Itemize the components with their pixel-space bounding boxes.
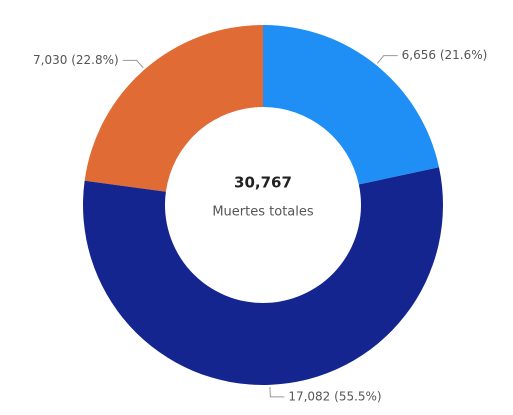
data-label: 7,030 (22.8%) [33, 53, 119, 67]
donut-slice [82, 167, 443, 385]
donut-slice [84, 25, 263, 192]
donut-slice [263, 25, 439, 185]
center-value: 30,767 [234, 174, 292, 192]
leader-line [122, 59, 144, 69]
leader-line [269, 386, 285, 398]
center-text: Muertes totales [212, 205, 314, 220]
data-label: 17,082 (55.5%) [288, 389, 381, 403]
data-label: 6,656 (21.6%) [402, 48, 488, 62]
leader-line [376, 55, 398, 64]
